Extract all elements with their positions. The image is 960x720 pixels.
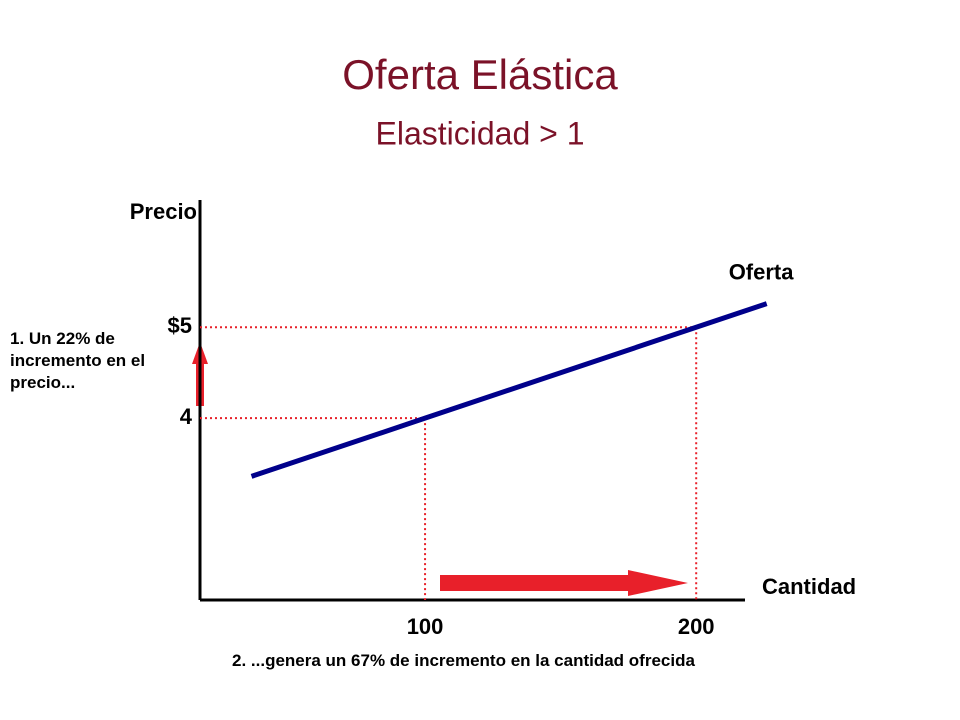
quantity-note: 2. ...genera un 67% de incremento en la … (232, 651, 695, 670)
quantity-arrow (440, 570, 688, 596)
x-axis-label: Cantidad (762, 574, 856, 599)
chart-title: Oferta Elástica (342, 51, 618, 98)
x-tick-label: 100 (407, 614, 444, 639)
price-note: 1. Un 22% de incremento en el precio... (10, 329, 146, 392)
y-tick-label: $5 (168, 313, 192, 338)
y-tick-label: 4 (180, 404, 193, 429)
x-tick-label: 200 (678, 614, 715, 639)
series-label: Oferta (729, 259, 795, 284)
supply-line (250, 301, 768, 479)
chart-subtitle: Elasticidad > 1 (375, 115, 584, 151)
y-axis-label: Precio (130, 199, 197, 224)
